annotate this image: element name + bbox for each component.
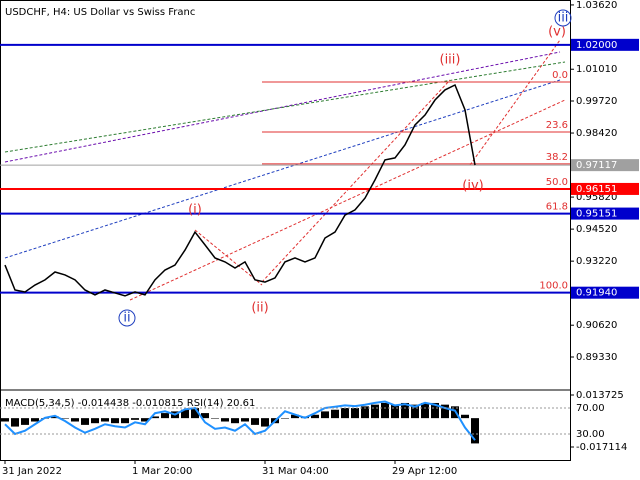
macd-bar <box>241 418 249 422</box>
macd-bar <box>281 418 289 419</box>
macd-bar <box>401 402 409 419</box>
plot-frame <box>0 0 571 461</box>
level-label: 0.97117 <box>576 160 617 171</box>
y-tick-label: 0.93220 <box>576 256 617 267</box>
y-tick-label: 1.01010 <box>576 64 617 75</box>
macd-bar <box>321 411 329 419</box>
indicator-header: MACD(5,34,5) -0.014438 -0.010815 RSI(14)… <box>5 398 255 409</box>
macd-bar <box>161 413 169 419</box>
level-label: 0.96151 <box>576 184 617 195</box>
macd-bar <box>21 418 29 425</box>
y-tick-label: 0.98420 <box>576 128 617 139</box>
y2-tick-label: 30.00 <box>576 429 605 440</box>
wave-label: (iv) <box>462 179 483 194</box>
wave-label: (i) <box>188 203 202 218</box>
level-box <box>571 159 639 172</box>
macd-bar <box>141 418 149 422</box>
wave-label: (ii) <box>251 301 268 316</box>
wave-label: (v) <box>548 25 566 40</box>
macd-bar <box>181 409 189 419</box>
macd-bar <box>441 404 449 419</box>
macd-bar <box>361 406 369 419</box>
price-line <box>4 83 476 297</box>
macd-bar <box>201 413 209 419</box>
fib-label: 0.0 <box>552 70 568 81</box>
macd-bar <box>381 402 389 419</box>
wave-label: (iii) <box>440 53 461 68</box>
y2-tick-label: 70.00 <box>576 403 605 414</box>
macd-bar <box>391 404 399 419</box>
macd-bar <box>371 404 379 419</box>
macd-bar <box>51 416 59 419</box>
fib-label: 100.0 <box>539 281 568 292</box>
macd-bar <box>411 404 419 419</box>
y-tick-label: 0.89330 <box>576 352 617 363</box>
macd-bar <box>261 418 269 427</box>
wave-circle <box>118 309 136 327</box>
level-label: 0.95151 <box>576 209 617 220</box>
level-label: 1.02000 <box>576 40 617 51</box>
fib-label: 23.6 <box>546 120 568 131</box>
macd-bar <box>341 408 349 419</box>
x-tick-label: 1 Mar 20:00 <box>132 466 192 477</box>
macd-bar <box>191 408 199 419</box>
macd-bar <box>11 418 19 427</box>
wave-label: iii <box>558 11 569 26</box>
macd-bar <box>211 418 219 419</box>
macd-bar <box>471 418 479 444</box>
macd-bar <box>311 414 319 419</box>
x-tick-label: 31 Jan 2022 <box>2 466 62 477</box>
wave-circle <box>554 9 572 27</box>
macd-bar <box>461 414 469 419</box>
level-box <box>571 182 639 195</box>
level-box <box>571 207 639 220</box>
macd-bar <box>431 402 439 419</box>
macd-bar <box>421 402 429 419</box>
trend-lines <box>4 39 566 301</box>
y-tick-label: 0.013725 <box>576 390 624 401</box>
macd-bar <box>291 414 299 419</box>
level-box <box>571 286 639 299</box>
macd-bar <box>151 416 159 419</box>
macd-bar <box>351 408 359 419</box>
macd-bar <box>331 409 339 419</box>
x-tick-label: 29 Apr 12:00 <box>392 466 457 477</box>
macd-bar <box>91 418 99 424</box>
y-tick-label: 0.90620 <box>576 320 617 331</box>
level-box <box>571 38 639 51</box>
macd-bar <box>1 418 9 422</box>
macd-bar <box>251 418 259 425</box>
chart-title: USDCHF, H4: US Dollar vs Swiss Franc <box>5 7 195 18</box>
macd-bar <box>61 418 69 419</box>
macd-bar <box>221 418 229 422</box>
macd-bar <box>121 418 129 424</box>
macd-bar <box>31 418 39 422</box>
macd-bar <box>111 418 119 424</box>
y-tick-label: -0.017114 <box>576 442 627 453</box>
macd-bar <box>81 418 89 425</box>
x-tick-label: 31 Mar 04:00 <box>262 466 329 477</box>
wave-label: ii <box>123 311 130 326</box>
y-tick-label: 0.99720 <box>576 96 617 107</box>
macd-bar <box>131 418 139 420</box>
y-tick-label: 1.03620 <box>576 0 617 11</box>
fib-label: 61.8 <box>546 202 568 213</box>
level-label: 0.91940 <box>576 288 617 299</box>
macd-bar <box>231 418 239 424</box>
macd-bar <box>101 418 109 422</box>
macd-bar <box>71 418 79 422</box>
y-tick-label: 0.94520 <box>576 224 617 235</box>
rsi-line <box>4 400 476 441</box>
fib-label: 38.2 <box>546 152 568 163</box>
y-tick-label: 0.95820 <box>576 192 617 203</box>
fib-label: 50.0 <box>546 177 568 188</box>
